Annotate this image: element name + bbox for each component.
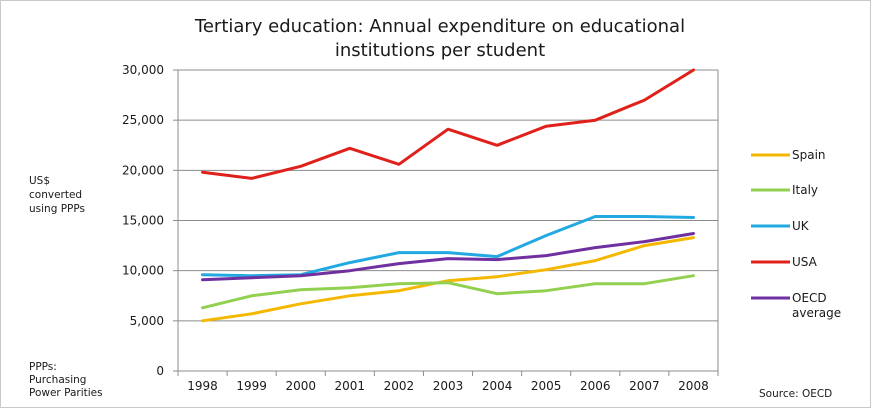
axes [173, 69, 719, 376]
legend-label-uk: UK [792, 219, 810, 233]
note-line-3: Power Parities [29, 387, 103, 399]
series-lines [201, 68, 695, 323]
x-tick-label: 1998 [187, 379, 218, 393]
y-tick-label: 25,000 [122, 113, 164, 127]
x-tick-label: 2004 [482, 379, 513, 393]
x-tick-labels: 1998 1999 2000 2001 2002 2003 2004 2005 2006 2007… [187, 379, 708, 393]
x-tick-label: 2000 [285, 379, 316, 393]
grid-lines [178, 69, 718, 322]
y-tick-label: 15,000 [122, 214, 164, 228]
series-line-italy [201, 274, 695, 310]
y-tick-label: 10,000 [122, 264, 164, 278]
chart-title-line-2: institutions per student [335, 40, 545, 61]
x-tick-label: 2005 [531, 379, 562, 393]
series-line-spain [201, 236, 695, 323]
x-tick-label: 2001 [335, 379, 366, 393]
y-tick-label: 5,000 [130, 314, 164, 328]
y-tick-labels: 0 5,000 10,000 15,000 20,000 25,000 30,000 [122, 63, 164, 378]
x-tick-label: 1999 [236, 379, 267, 393]
series-line-oecd-average [201, 232, 695, 282]
y-tick-label: 30,000 [122, 63, 164, 77]
x-tick-label: 2003 [433, 379, 464, 393]
source-note: Source: OECD [759, 388, 832, 400]
x-tick-label: 2007 [629, 379, 660, 393]
legend-label-oecd-average: OECD [792, 291, 827, 305]
x-tick-label: 2002 [384, 379, 415, 393]
x-tick-label: 2008 [678, 379, 709, 393]
y-tick-label: 20,000 [122, 163, 164, 177]
y-axis-label-line-1: US$ [29, 175, 50, 187]
note-line-2: Purchasing [29, 374, 86, 386]
series-line-usa [201, 68, 695, 180]
y-axis-label-line-3: using PPPs [29, 203, 85, 215]
legend-label-usa: USA [792, 255, 818, 269]
y-axis-label-line-2: converted [29, 189, 82, 201]
legend-label-italy: Italy [792, 183, 818, 197]
legend-label-oecd-average: average [792, 306, 841, 320]
x-tick-label: 2006 [580, 379, 611, 393]
y-tick-label: 0 [156, 364, 164, 378]
note-line-1: PPPs: [29, 361, 57, 373]
legend-label-spain: Spain [792, 148, 826, 162]
chart-title-line-1: Tertiary education: Annual expenditure o… [194, 16, 685, 37]
